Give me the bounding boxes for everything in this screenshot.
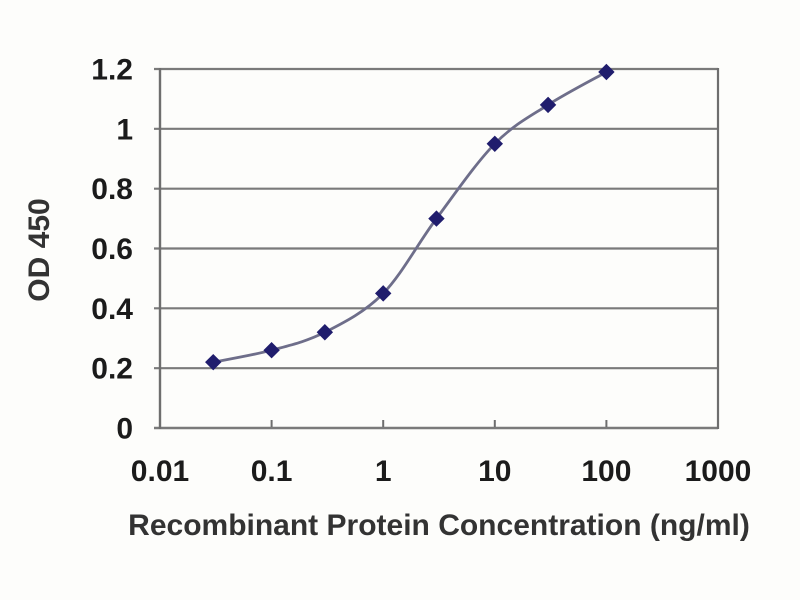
data-point-marker xyxy=(486,135,504,152)
y-tick-label: 1.2 xyxy=(91,54,133,87)
y-tick-label: 1 xyxy=(116,113,133,146)
x-tick-label: 1000 xyxy=(685,455,752,488)
x-tick-label: 1 xyxy=(375,455,392,488)
data-point-marker xyxy=(539,96,557,114)
x-tick-label: 100 xyxy=(581,455,631,488)
x-tick-label: 0.1 xyxy=(251,455,293,488)
y-tick-label: 0 xyxy=(116,413,133,446)
y-tick-label: 0.6 xyxy=(91,233,133,266)
x-axis-title: Recombinant Protein Concentration (ng/ml… xyxy=(128,509,750,542)
data-point-marker xyxy=(205,353,222,371)
data-point-marker xyxy=(263,342,280,359)
x-tick-label: 10 xyxy=(478,455,511,488)
data-point-marker xyxy=(316,324,334,341)
y-tick-label: 0.4 xyxy=(91,293,133,326)
y-tick-label: 0.2 xyxy=(91,353,133,386)
data-point-marker xyxy=(374,285,392,302)
y-tick-label: 0.8 xyxy=(91,173,133,206)
series-curve xyxy=(211,70,608,364)
data-point-marker xyxy=(598,63,615,81)
x-tick-label: 0.01 xyxy=(131,455,189,488)
y-axis-title: OD 450 xyxy=(23,198,56,302)
data-point-marker xyxy=(428,210,445,227)
